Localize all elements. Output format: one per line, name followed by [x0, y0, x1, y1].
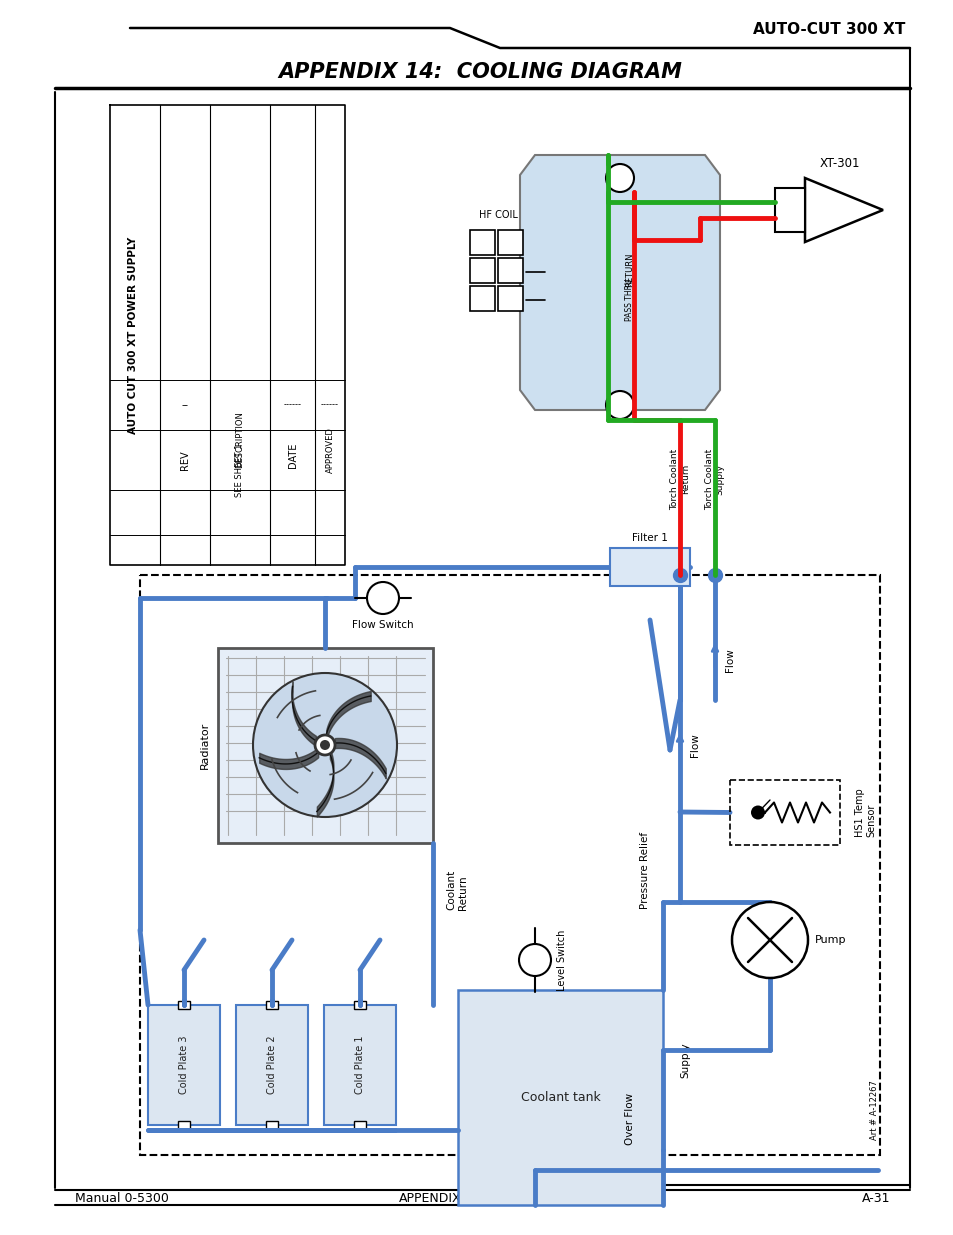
- Bar: [470, 287, 495, 311]
- Text: Cold Plate 3: Cold Plate 3: [179, 1036, 189, 1094]
- Text: APPENDIX 14:  COOLING DIAGRAM: APPENDIX 14: COOLING DIAGRAM: [277, 62, 681, 82]
- Circle shape: [314, 735, 335, 755]
- Text: HF COIL: HF COIL: [478, 210, 517, 220]
- Bar: [470, 258, 495, 283]
- Text: Level Switch: Level Switch: [557, 929, 566, 990]
- Text: Cold Plate 1: Cold Plate 1: [355, 1036, 365, 1094]
- Text: XT-301: XT-301: [819, 157, 860, 170]
- Circle shape: [605, 391, 634, 419]
- Bar: [178, 1121, 190, 1129]
- Circle shape: [253, 673, 396, 818]
- Text: Flow: Flow: [689, 734, 700, 757]
- Text: ------: ------: [284, 400, 302, 410]
- Bar: [148, 1005, 220, 1125]
- Bar: [497, 230, 522, 254]
- Polygon shape: [519, 156, 720, 410]
- Bar: [729, 781, 840, 845]
- Bar: [266, 1121, 277, 1129]
- Polygon shape: [804, 178, 882, 242]
- Bar: [774, 188, 804, 232]
- Text: Filter 1: Filter 1: [632, 534, 667, 543]
- Text: DATE: DATE: [288, 442, 297, 468]
- Text: AUTO CUT 300 XT POWER SUPPLY: AUTO CUT 300 XT POWER SUPPLY: [128, 236, 138, 433]
- Text: REV: REV: [180, 451, 190, 469]
- Bar: [609, 548, 689, 585]
- Bar: [324, 1005, 395, 1125]
- Bar: [497, 258, 522, 283]
- Bar: [140, 576, 879, 1155]
- Text: RETURN: RETURN: [625, 253, 634, 288]
- Text: Flow: Flow: [724, 648, 734, 672]
- Circle shape: [750, 805, 764, 820]
- Text: ------: ------: [320, 400, 338, 410]
- Text: DESCRIPTION: DESCRIPTION: [235, 411, 244, 468]
- Bar: [470, 230, 495, 254]
- Text: Art # A-12267: Art # A-12267: [869, 1081, 879, 1140]
- Text: Pump: Pump: [814, 935, 845, 945]
- Text: A-31: A-31: [861, 1192, 889, 1204]
- Text: --: --: [181, 400, 189, 410]
- Text: Radiator: Radiator: [200, 722, 210, 769]
- Bar: [497, 287, 522, 311]
- Text: Coolant
Return: Coolant Return: [446, 869, 467, 910]
- Text: Manual 0-5300: Manual 0-5300: [75, 1192, 169, 1204]
- Bar: [354, 1121, 366, 1129]
- Bar: [235, 1005, 308, 1125]
- Bar: [218, 648, 433, 844]
- Text: Pressure Relief: Pressure Relief: [639, 831, 649, 909]
- Circle shape: [367, 582, 398, 614]
- Text: HS1 Temp
Sensor: HS1 Temp Sensor: [854, 788, 876, 837]
- Bar: [457, 990, 662, 1205]
- Text: Torch Coolant
Return: Torch Coolant Return: [670, 448, 689, 510]
- Bar: [178, 1002, 190, 1009]
- Text: APPROVED: APPROVED: [325, 427, 335, 473]
- Text: Over Flow: Over Flow: [624, 1093, 635, 1145]
- Circle shape: [605, 164, 634, 191]
- Text: APPENDIX: APPENDIX: [398, 1192, 461, 1204]
- Text: Cold Plate 2: Cold Plate 2: [267, 1036, 276, 1094]
- Text: Coolant tank: Coolant tank: [520, 1091, 599, 1104]
- Text: Flow Switch: Flow Switch: [352, 620, 414, 630]
- Text: SEE SHEET 1: SEE SHEET 1: [235, 443, 244, 496]
- Bar: [354, 1002, 366, 1009]
- Text: PASS THRU: PASS THRU: [625, 279, 634, 321]
- Circle shape: [319, 740, 330, 750]
- Bar: [266, 1002, 277, 1009]
- Text: AUTO-CUT 300 XT: AUTO-CUT 300 XT: [752, 22, 904, 37]
- Circle shape: [518, 944, 551, 976]
- Circle shape: [731, 902, 807, 978]
- Text: Torch Coolant
Supply: Torch Coolant Supply: [704, 448, 724, 510]
- Text: Supply: Supply: [679, 1042, 689, 1078]
